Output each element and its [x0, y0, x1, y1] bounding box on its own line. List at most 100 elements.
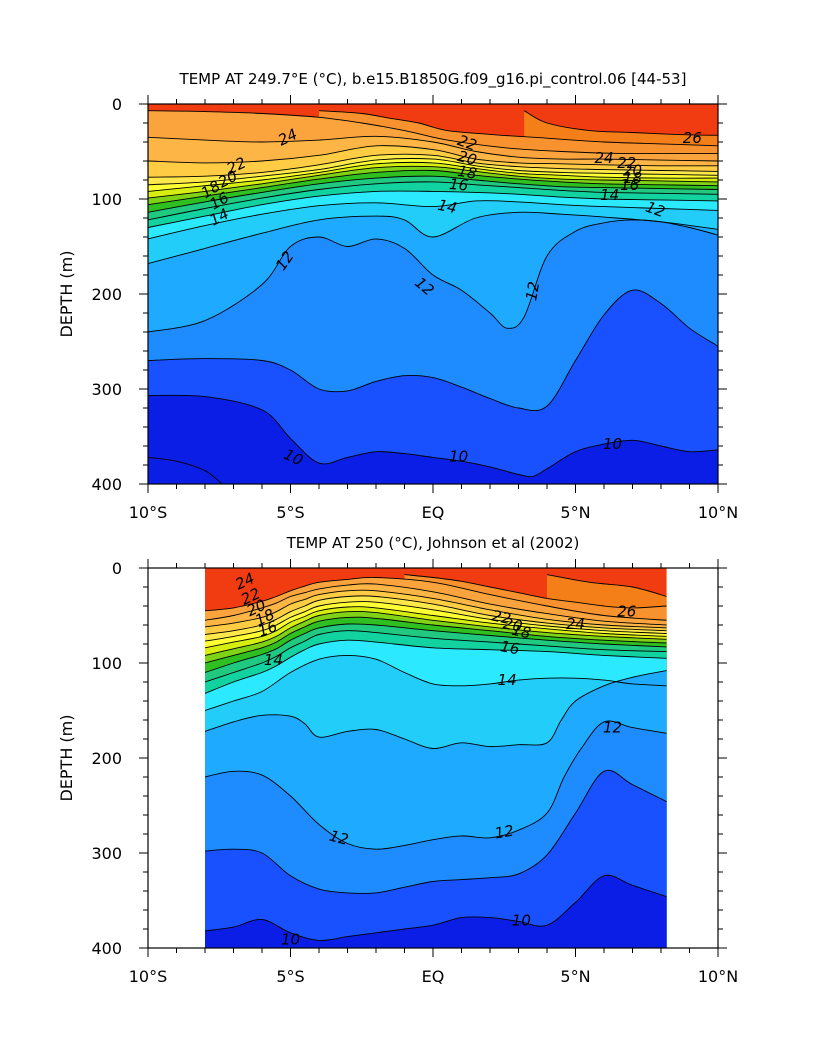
contour-line-24: [205, 583, 667, 626]
contour-label: 26: [683, 129, 702, 147]
axis-ticks: [139, 559, 727, 957]
x-tick-label: 10°S: [129, 503, 168, 522]
contour-line-17: [148, 175, 718, 213]
contour-label: 14: [264, 651, 283, 669]
contour-label: 10: [512, 911, 531, 929]
contour-line-14: [148, 200, 718, 240]
x-tick-label: 10°S: [129, 967, 168, 986]
contour-line-26: [318, 110, 718, 147]
contour-line-23: [148, 145, 718, 167]
contour-line-13: [205, 670, 667, 749]
contour-line-15: [148, 190, 718, 228]
contour-line-26: [404, 574, 667, 609]
contour-label: 10: [281, 930, 300, 948]
fill-band-below-11: [148, 289, 718, 484]
x-tick-label: 5°S: [276, 503, 304, 522]
contour-line-10: [205, 874, 667, 941]
contour-line-13: [148, 211, 718, 265]
contour-line-23: [205, 589, 667, 629]
contour-line-14: [205, 654, 667, 711]
contour-line-9: [148, 456, 223, 484]
contour-line-15: [205, 639, 667, 694]
y-tick-label: 300: [91, 380, 122, 399]
contour-line-19: [148, 165, 718, 199]
y-tick-label: 200: [91, 749, 122, 768]
contour-line-20: [148, 161, 718, 192]
fill-band-below-11: [205, 770, 667, 948]
contour-line-18: [148, 169, 718, 206]
contour-line-16: [205, 630, 667, 683]
contour-label: 12: [643, 198, 667, 221]
y-tick-label: 400: [91, 475, 122, 494]
contour-label: 12: [327, 827, 350, 849]
observed-temperature-panel: 24222018161412102220181614121024261210°S…: [57, 534, 738, 986]
contour-line-21: [148, 158, 718, 186]
contour-line-11: [205, 769, 667, 894]
contour-label: 22: [455, 131, 479, 154]
contour-label: 20: [623, 162, 642, 180]
contour-line-10: [148, 394, 718, 478]
chart-title: TEMP AT 249.7°E (°C), b.e15.B1850G.f09_g…: [179, 70, 687, 89]
contour-lines: [148, 110, 718, 484]
contour-label: 24: [594, 149, 613, 167]
contour-line-25: [205, 576, 667, 621]
contour-label: 12: [522, 280, 543, 302]
y-tick-label: 0: [112, 95, 122, 114]
x-tick-label: 5°S: [276, 967, 304, 986]
contour-label: 16: [256, 617, 280, 640]
contour-line-18: [205, 616, 667, 664]
y-tick-label: 200: [91, 285, 122, 304]
contour-label: 14: [436, 196, 458, 218]
contour-line-25: [148, 110, 718, 154]
y-tick-label: 100: [91, 190, 122, 209]
contour-label: 16: [499, 637, 521, 658]
contour-label: 26: [617, 603, 636, 621]
contour-label: 20: [456, 147, 479, 169]
fill-band-below-10: [148, 395, 718, 484]
contour-label: 18: [456, 162, 478, 183]
y-tick-label: 300: [91, 844, 122, 863]
contour-line-27: [546, 574, 667, 597]
y-tick-label: 400: [91, 939, 122, 958]
x-tick-label: 5°N: [560, 503, 590, 522]
contour-label: 16: [448, 175, 469, 195]
y-axis-label: DEPTH (m): [57, 250, 76, 337]
contour-lines: [205, 574, 667, 941]
y-tick-label: 100: [91, 654, 122, 673]
y-tick-label: 0: [112, 559, 122, 578]
contour-fills: [205, 568, 667, 948]
contour-label: 18: [510, 621, 532, 643]
contour-label: 10: [603, 435, 622, 453]
fill-band-below-9: [148, 457, 223, 484]
contour-label: 20: [502, 614, 524, 636]
contour-label: 22: [617, 154, 636, 172]
contour-line-12: [148, 219, 718, 333]
contour-label: 12: [603, 719, 622, 737]
chart-title: TEMP AT 250 (°C), Johnson et al (2002): [286, 534, 580, 552]
fill-band-below-10: [205, 875, 667, 948]
contour-label: 14: [600, 186, 619, 204]
contour-fills: [148, 104, 718, 484]
x-tick-label: EQ: [422, 503, 445, 522]
contour-line-24: [148, 135, 718, 162]
x-tick-label: EQ: [422, 967, 445, 986]
axis-ticks: [139, 95, 727, 493]
contour-line-27: [523, 110, 718, 136]
contour-label: 12: [493, 822, 515, 843]
contour-label: 24: [566, 615, 585, 633]
contour-label: 16: [620, 176, 639, 194]
contour-line-17: [205, 623, 667, 673]
contour-line-21: [205, 601, 667, 642]
y-axis-label: DEPTH (m): [57, 714, 76, 801]
contour-line-22: [205, 595, 667, 635]
contour-label: 10: [449, 447, 468, 465]
x-tick-label: 10°N: [698, 967, 738, 986]
contour-label: 14: [498, 671, 517, 689]
x-tick-label: 5°N: [560, 967, 590, 986]
contour-label: 22: [490, 607, 512, 629]
contour-line-22: [148, 153, 718, 178]
contour-line-12: [205, 720, 667, 850]
contour-line-20: [205, 606, 667, 649]
